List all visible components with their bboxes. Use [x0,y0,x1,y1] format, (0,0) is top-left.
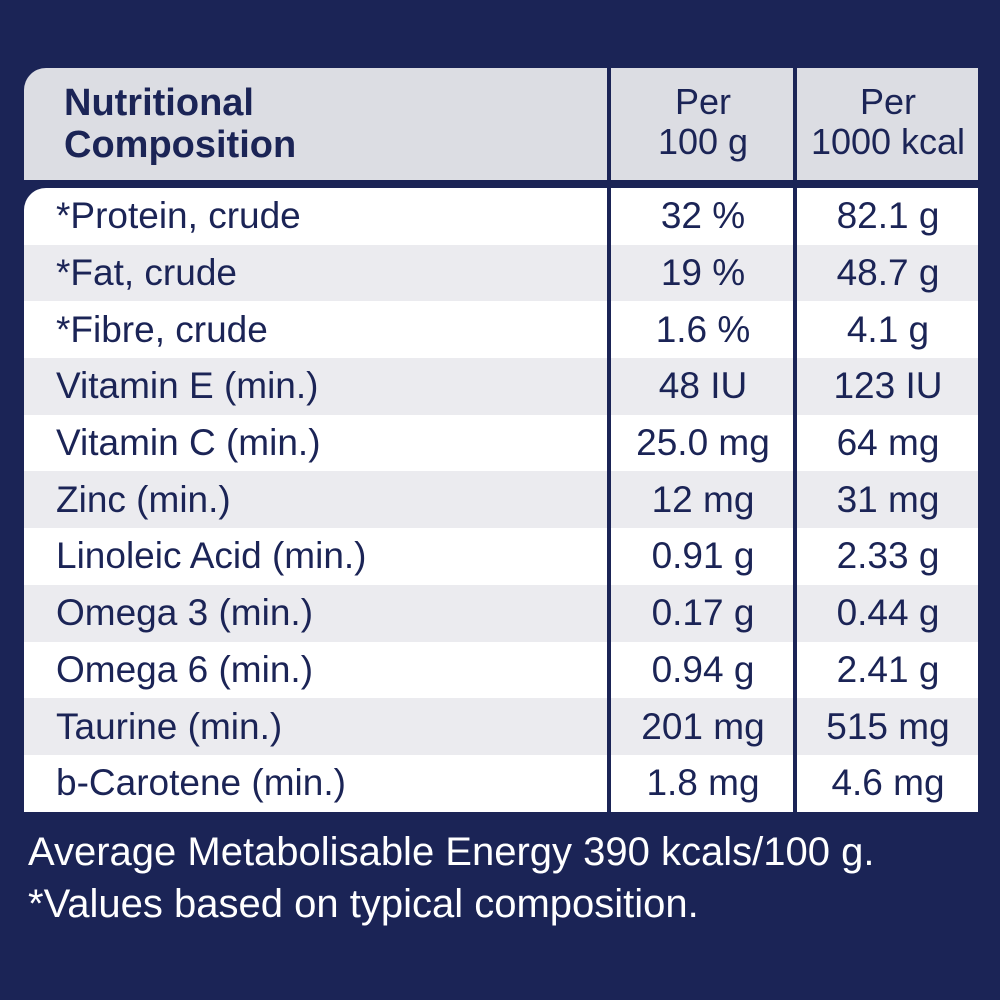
value-per-100g: 12 mg [651,478,755,520]
column-header-per-100g-line-2: 100 g [657,121,749,162]
table-row: *Fat, crude 19 % 48.7 g [24,244,978,302]
value-per-1000kcal: 48.7 g [836,252,940,294]
table-row: Taurine (min.) 201 mg 515 mg [24,698,978,755]
value-per-100g: 1.8 mg [646,762,760,804]
value-per-1000kcal: 31 mg [836,478,940,520]
nutrient-name: Omega 3 (min.) [56,592,314,634]
table-title: Nutritional Composition [64,82,604,166]
nutrient-name: *Fibre, crude [56,308,268,350]
value-per-100g: 0.91 g [651,535,755,577]
value-per-100g: 48 IU [658,365,748,407]
value-per-100g: 1.6 % [655,308,751,350]
nutrient-name: *Fat, crude [56,252,237,294]
nutrient-name: Taurine (min.) [56,705,283,747]
table-row: b-Carotene (min.) 1.8 mg 4.6 mg [24,754,978,812]
value-per-1000kcal: 515 mg [826,705,950,747]
title-line-2: Composition [64,124,297,166]
value-per-1000kcal: 2.41 g [836,648,940,690]
value-per-100g: 0.94 g [651,648,755,690]
column-divider [793,68,797,816]
table-row: Omega 6 (min.) 0.94 g 2.41 g [24,641,978,699]
value-per-1000kcal: 82.1 g [836,195,940,237]
nutrient-name: b-Carotene (min.) [56,762,346,804]
value-per-100g: 25.0 mg [636,422,770,464]
energy-note: Average Metabolisable Energy 390 kcals/1… [28,830,875,874]
value-per-1000kcal: 0.44 g [836,592,940,634]
nutrient-name: Omega 6 (min.) [56,648,314,690]
value-per-100g: 19 % [660,252,746,294]
value-per-1000kcal: 4.6 mg [831,762,945,804]
nutrient-name: Zinc (min.) [56,478,231,520]
nutrient-name: Vitamin C (min.) [56,422,321,464]
table-row: *Fibre, crude 1.6 % 4.1 g [24,301,978,359]
title-line-1: Nutritional [64,82,254,124]
column-header-per-100g: Per 100 g [612,82,794,162]
nutrient-name: *Protein, crude [56,195,301,237]
column-header-per-1000kcal-line-1: Per [859,81,917,122]
value-per-100g: 201 mg [641,705,765,747]
table-row: Vitamin E (min.) 48 IU 123 IU [24,358,978,415]
nutrient-name: Linoleic Acid (min.) [56,535,367,577]
column-header-per-1000kcal-line-2: 1000 kcal [810,121,966,162]
table-row: *Protein, crude 32 % 82.1 g [24,188,978,245]
column-header-per-1000kcal: Per 1000 kcal [798,82,978,162]
footer-notes: Average Metabolisable Energy 390 kcals/1… [28,826,978,930]
value-per-1000kcal: 123 IU [833,365,943,407]
value-per-100g: 0.17 g [651,592,755,634]
table-row: Vitamin C (min.) 25.0 mg 64 mg [24,414,978,472]
table-body: *Protein, crude 32 % 82.1 g *Fat, crude 19 %… [24,188,978,812]
value-per-1000kcal: 64 mg [836,422,940,464]
column-header-per-100g-line-1: Per [674,81,732,122]
table-row: Zinc (min.) 12 mg 31 mg [24,471,978,529]
table-row: Omega 3 (min.) 0.17 g 0.44 g [24,584,978,642]
nutrient-name: Vitamin E (min.) [56,365,319,407]
typical-values-note: *Values based on typical composition. [28,882,699,926]
table-header: Nutritional Composition Per 100 g Per 10… [24,68,978,180]
value-per-100g: 32 % [660,195,746,237]
column-divider [607,68,611,816]
table-row: Linoleic Acid (min.) 0.91 g 2.33 g [24,528,978,585]
value-per-1000kcal: 2.33 g [836,535,940,577]
value-per-1000kcal: 4.1 g [846,308,930,350]
nutrition-table: Nutritional Composition Per 100 g Per 10… [24,68,978,816]
